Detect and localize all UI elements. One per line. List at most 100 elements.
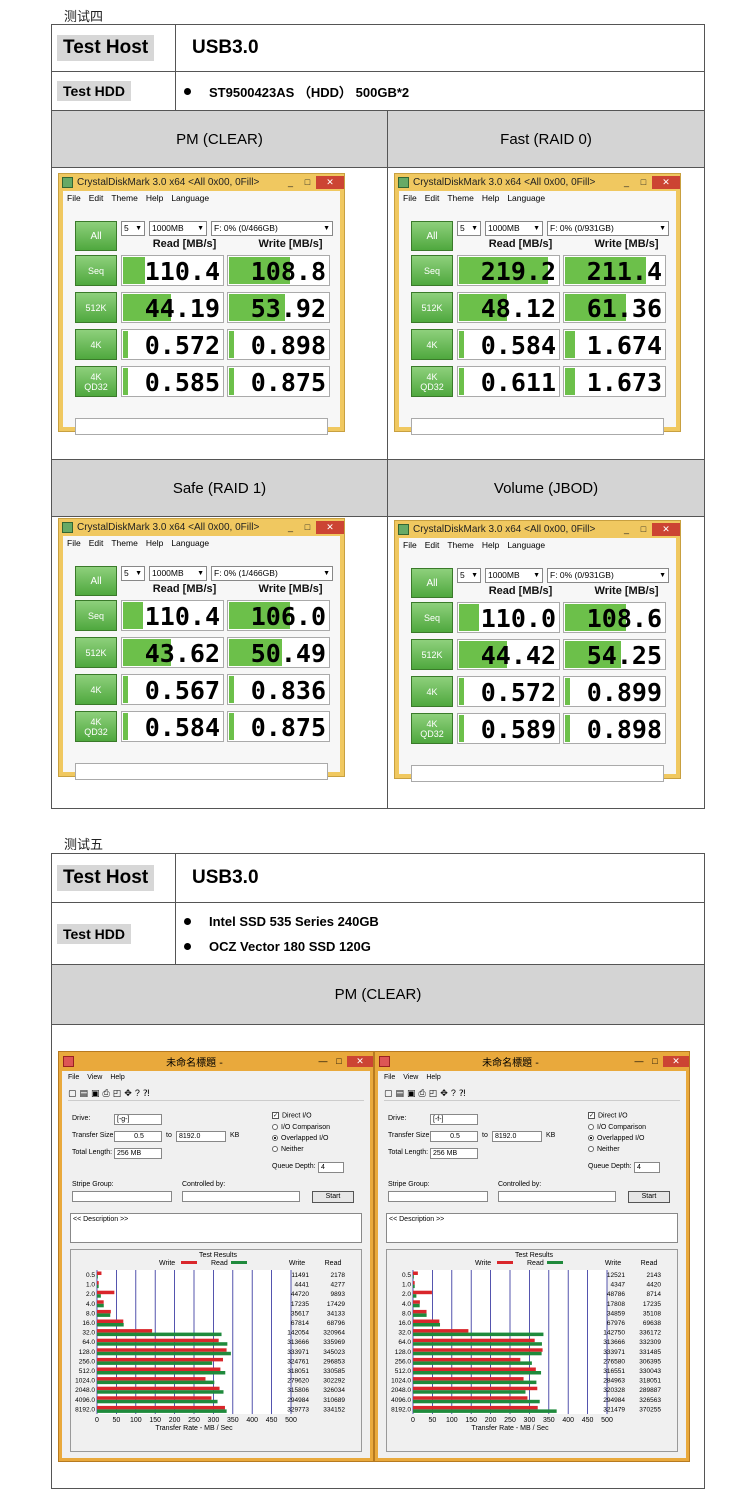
- drive-select[interactable]: F: 0% (0/466GB): [211, 221, 333, 236]
- test-label-seq[interactable]: Seq: [75, 600, 117, 631]
- stripe-group-select[interactable]: [388, 1191, 488, 1202]
- description-field[interactable]: << Description >>: [386, 1213, 678, 1243]
- transfer-to-select[interactable]: 8192.0: [176, 1131, 226, 1142]
- all-button[interactable]: All: [411, 568, 453, 598]
- minimize-icon[interactable]: _: [623, 177, 629, 187]
- comment-field[interactable]: [411, 418, 664, 435]
- close-icon[interactable]: ✕: [652, 523, 680, 536]
- io-comparison-radio[interactable]: I/O Comparison: [588, 1124, 646, 1131]
- overlapped-io-radio[interactable]: Overlapped I/O: [272, 1135, 328, 1142]
- menu-item[interactable]: Help: [426, 1074, 441, 1081]
- open-icon[interactable]: ▤: [79, 1088, 92, 1098]
- overlapped-io-radio[interactable]: Overlapped I/O: [588, 1135, 644, 1142]
- close-icon[interactable]: ✕: [652, 176, 680, 189]
- size-select[interactable]: 1000MB: [149, 566, 207, 581]
- menu-item[interactable]: File: [67, 193, 81, 203]
- new-icon[interactable]: ▢: [68, 1088, 80, 1098]
- print-icon[interactable]: ⎙: [102, 1088, 113, 1098]
- drive-select[interactable]: F: 0% (1/466GB): [211, 566, 333, 581]
- minimize-icon[interactable]: _: [287, 522, 293, 532]
- menu-item[interactable]: File: [67, 538, 81, 548]
- queue-depth-select[interactable]: 4: [318, 1162, 344, 1173]
- menu-item[interactable]: Language: [507, 540, 546, 550]
- menu-item[interactable]: View: [87, 1074, 103, 1081]
- test-label-4k-qd32[interactable]: 4K QD32: [75, 366, 117, 397]
- size-select[interactable]: 1000MB: [149, 221, 207, 236]
- minimize-icon[interactable]: _: [287, 177, 293, 187]
- menu-item[interactable]: Help: [110, 1074, 125, 1081]
- maximize-icon[interactable]: □: [336, 1056, 342, 1066]
- test-label-512k[interactable]: 512K: [411, 292, 453, 323]
- comment-field[interactable]: [411, 765, 664, 782]
- start-button[interactable]: Start: [628, 1191, 670, 1203]
- test-label-4k[interactable]: 4K: [75, 329, 117, 360]
- close-icon[interactable]: ✕: [316, 176, 344, 189]
- io-comparison-radio[interactable]: I/O Comparison: [272, 1124, 330, 1131]
- test-label-4k[interactable]: 4K: [411, 329, 453, 360]
- menu-item[interactable]: Theme: [447, 540, 474, 550]
- menu-item[interactable]: Edit: [424, 540, 440, 550]
- maximize-icon[interactable]: □: [640, 524, 647, 534]
- neither-radio[interactable]: Neither: [588, 1146, 620, 1153]
- close-icon[interactable]: ✕: [316, 521, 344, 534]
- transfer-from-select[interactable]: 0.5: [114, 1131, 162, 1142]
- transfer-from-select[interactable]: 0.5: [430, 1131, 478, 1142]
- drive-select[interactable]: [-f-]: [430, 1114, 478, 1125]
- controlled-by-select[interactable]: [182, 1191, 300, 1202]
- menu-item[interactable]: Edit: [88, 193, 104, 203]
- maximize-icon[interactable]: □: [652, 1056, 658, 1066]
- total-length-select[interactable]: 256 MB: [114, 1148, 162, 1159]
- test-label-4k-qd32[interactable]: 4K QD32: [411, 713, 453, 744]
- menu-item[interactable]: File: [403, 540, 417, 550]
- test-label-4k-qd32[interactable]: 4K QD32: [411, 366, 453, 397]
- minimize-icon[interactable]: _: [623, 524, 629, 534]
- close-icon[interactable]: ✕: [347, 1056, 373, 1067]
- test-label-seq[interactable]: Seq: [411, 602, 453, 633]
- description-field[interactable]: << Description >>: [70, 1213, 362, 1243]
- size-select[interactable]: 1000MB: [485, 568, 543, 583]
- runs-select[interactable]: 5: [457, 221, 481, 236]
- start-button[interactable]: Start: [312, 1191, 354, 1203]
- preview-icon[interactable]: ◰: [112, 1088, 125, 1098]
- total-length-select[interactable]: 256 MB: [430, 1148, 478, 1159]
- neither-radio[interactable]: Neither: [272, 1146, 304, 1153]
- help-icon[interactable]: ⁈: [458, 1088, 469, 1098]
- test-label-seq[interactable]: Seq: [411, 255, 453, 286]
- test-label-512k[interactable]: 512K: [75, 292, 117, 323]
- minimize-icon[interactable]: —: [634, 1056, 644, 1066]
- menu-item[interactable]: File: [68, 1074, 80, 1081]
- open-icon[interactable]: ▤: [395, 1088, 408, 1098]
- direct-io-checkbox[interactable]: ✓ Direct I/O: [272, 1112, 312, 1120]
- preview-icon[interactable]: ◰: [428, 1088, 441, 1098]
- transfer-to-select[interactable]: 8192.0: [492, 1131, 542, 1142]
- comment-field[interactable]: [75, 763, 328, 780]
- menu-item[interactable]: Help: [145, 193, 164, 203]
- all-button[interactable]: All: [75, 566, 117, 596]
- stripe-group-select[interactable]: [72, 1191, 172, 1202]
- close-icon[interactable]: ✕: [663, 1056, 689, 1067]
- direct-io-checkbox[interactable]: ✓ Direct I/O: [588, 1112, 628, 1120]
- save-icon[interactable]: ▣: [407, 1088, 419, 1098]
- runs-select[interactable]: 5: [121, 566, 145, 581]
- test-label-4k[interactable]: 4K: [411, 676, 453, 707]
- size-select[interactable]: 1000MB: [485, 221, 543, 236]
- comment-field[interactable]: [75, 418, 328, 435]
- menu-item[interactable]: Theme: [111, 193, 138, 203]
- menu-item[interactable]: File: [384, 1074, 396, 1081]
- menu-item[interactable]: Theme: [111, 538, 138, 548]
- drive-select[interactable]: [-g-]: [114, 1114, 162, 1125]
- move-icon[interactable]: ✥: [440, 1088, 451, 1098]
- menu-item[interactable]: Help: [145, 538, 164, 548]
- menu-item[interactable]: Theme: [447, 193, 474, 203]
- move-icon[interactable]: ✥: [124, 1088, 135, 1098]
- info-icon[interactable]: ?: [134, 1088, 143, 1098]
- info-icon[interactable]: ?: [450, 1088, 459, 1098]
- menu-item[interactable]: File: [403, 193, 417, 203]
- maximize-icon[interactable]: □: [640, 177, 647, 187]
- test-label-512k[interactable]: 512K: [75, 637, 117, 668]
- runs-select[interactable]: 5: [457, 568, 481, 583]
- menu-item[interactable]: Help: [481, 193, 500, 203]
- menu-item[interactable]: Edit: [424, 193, 440, 203]
- controlled-by-select[interactable]: [498, 1191, 616, 1202]
- test-label-seq[interactable]: Seq: [75, 255, 117, 286]
